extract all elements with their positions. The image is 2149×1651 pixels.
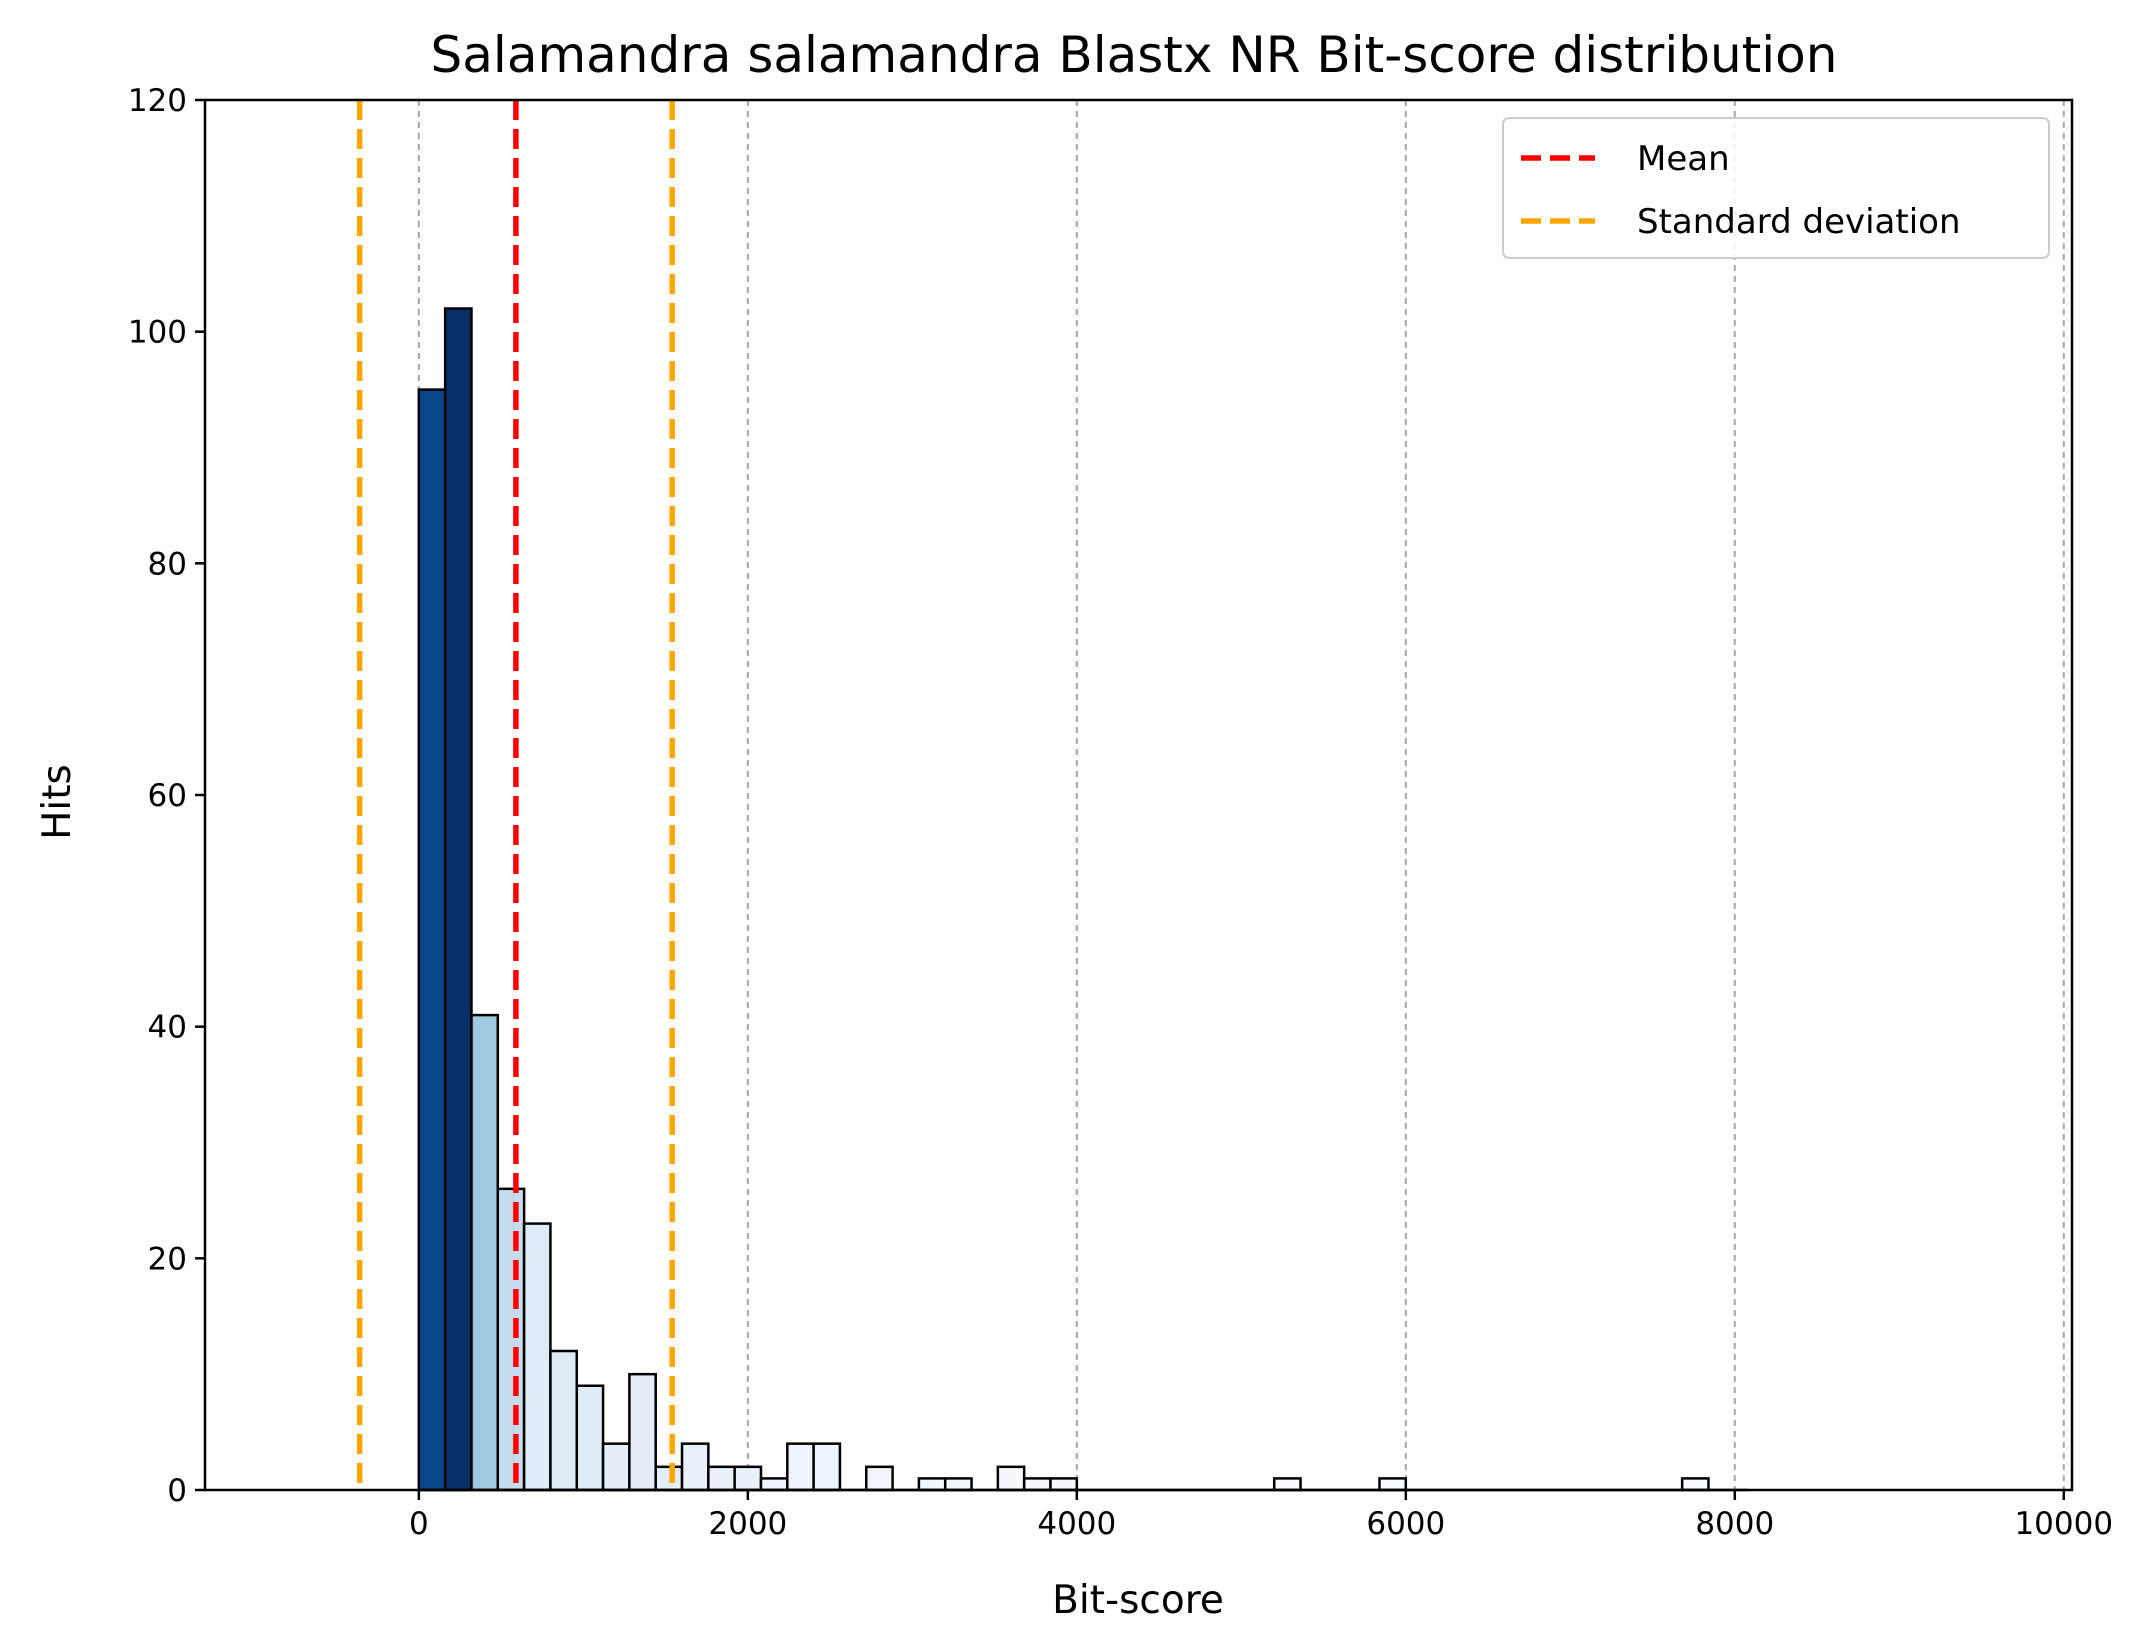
histogram-bar [707,1465,736,1492]
histogram-bar [996,1465,1026,1492]
y-tick-label: 0 [167,1473,187,1509]
histogram-bar [917,1477,947,1492]
grid-layer [417,100,2065,1490]
histogram-bar [496,1187,526,1492]
y-axis-title: Hits [35,764,80,840]
legend: Mean Standard deviation [1502,117,2050,259]
x-tick-label: 10000 [2014,1506,2113,1542]
histogram-bar [812,1442,842,1492]
x-tick-label: 4000 [1037,1506,1116,1542]
ticks-layer: 0 2000 4000 6000 8000 10000 0 20 40 60 80 100 120 [128,83,2113,1542]
bars-layer [417,307,1748,1492]
histogram-bar [865,1465,894,1492]
histogram-bar [654,1465,684,1492]
y-tick-label: 100 [128,315,187,351]
histogram-bar [1378,1477,1408,1492]
histogram-bar [575,1384,605,1492]
histogram-bar [1272,1477,1302,1492]
histogram-bar [1680,1477,1710,1492]
x-tick-label: 2000 [708,1506,787,1542]
histogram-bar [628,1372,657,1492]
legend-box [1502,117,2050,259]
y-tick-label: 60 [148,778,187,814]
histogram-bar [680,1442,710,1492]
x-tick-label: 8000 [1695,1506,1774,1542]
y-tick-label: 40 [148,1010,187,1046]
histogram-bar [786,1442,815,1492]
x-tick-label: 0 [409,1506,429,1542]
histogram-bar [549,1349,579,1492]
legend-label: Mean [1637,139,1730,179]
histogram-bar [522,1222,552,1492]
x-tick-label: 6000 [1366,1506,1445,1542]
histogram-bar [1022,1477,1052,1492]
histogram-bar [1049,1477,1079,1492]
histogram-bar [601,1442,631,1492]
y-tick-label: 20 [148,1241,187,1277]
histogram-bar [443,307,473,1492]
histogram-bar [759,1477,789,1492]
histogram-bar [417,388,447,1492]
histogram-bar [943,1477,973,1492]
legend-label: Standard deviation [1637,202,1961,242]
histogram-bar [470,1013,500,1492]
y-tick-label: 120 [128,83,187,119]
y-tick-label: 80 [148,546,187,582]
histogram-bar [733,1465,763,1492]
x-axis-title: Bit-score [1052,1578,1224,1623]
chart-title: Salamandra salamandra Blastx NR Bit-scor… [431,26,1838,84]
